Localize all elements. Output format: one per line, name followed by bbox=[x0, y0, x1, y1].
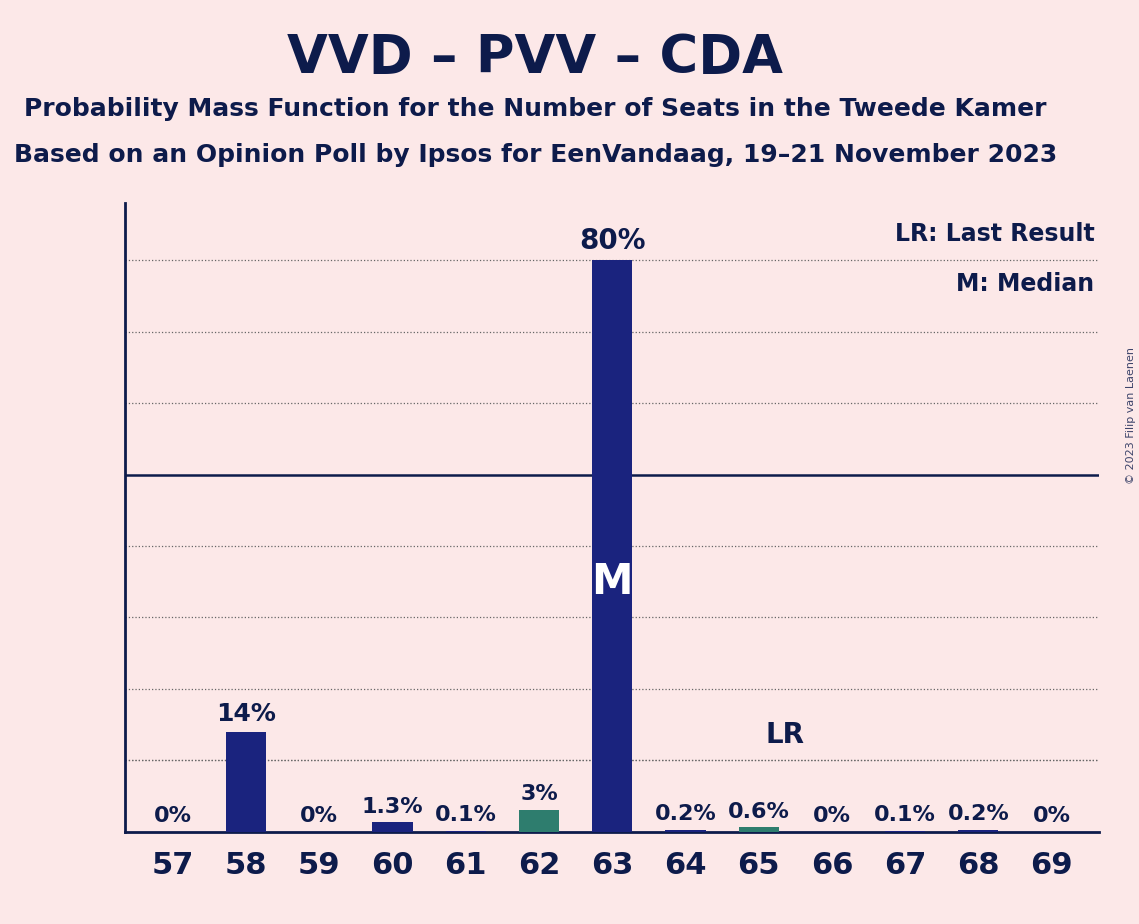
Text: 80%: 80% bbox=[579, 226, 646, 255]
Bar bbox=[226, 732, 267, 832]
Text: 0%: 0% bbox=[301, 806, 338, 826]
Bar bbox=[519, 810, 559, 832]
Text: 0.1%: 0.1% bbox=[874, 805, 936, 825]
Text: 0%: 0% bbox=[1033, 806, 1071, 826]
Bar bbox=[665, 830, 705, 832]
Text: 1.3%: 1.3% bbox=[362, 796, 424, 817]
Text: © 2023 Filip van Laenen: © 2023 Filip van Laenen bbox=[1125, 347, 1136, 484]
Text: VVD – PVV – CDA: VVD – PVV – CDA bbox=[287, 32, 784, 84]
Text: Probability Mass Function for the Number of Seats in the Tweede Kamer: Probability Mass Function for the Number… bbox=[24, 97, 1047, 121]
Bar bbox=[372, 822, 412, 832]
Text: M: M bbox=[591, 561, 633, 602]
Bar bbox=[958, 830, 999, 832]
Text: 0%: 0% bbox=[154, 806, 191, 826]
Text: 0.2%: 0.2% bbox=[655, 805, 716, 824]
Text: 14%: 14% bbox=[216, 702, 276, 726]
Text: 3%: 3% bbox=[521, 784, 558, 805]
Text: 0%: 0% bbox=[813, 806, 851, 826]
Text: LR: LR bbox=[765, 722, 805, 749]
Bar bbox=[592, 261, 632, 832]
Text: 0.1%: 0.1% bbox=[435, 805, 497, 825]
Text: 0.2%: 0.2% bbox=[948, 805, 1009, 824]
Bar bbox=[738, 827, 779, 832]
Text: 0.6%: 0.6% bbox=[728, 802, 789, 821]
Text: M: Median: M: Median bbox=[956, 273, 1095, 297]
Text: LR: Last Result: LR: Last Result bbox=[894, 222, 1095, 246]
Text: Based on an Opinion Poll by Ipsos for EenVandaag, 19–21 November 2023: Based on an Opinion Poll by Ipsos for Ee… bbox=[14, 143, 1057, 167]
